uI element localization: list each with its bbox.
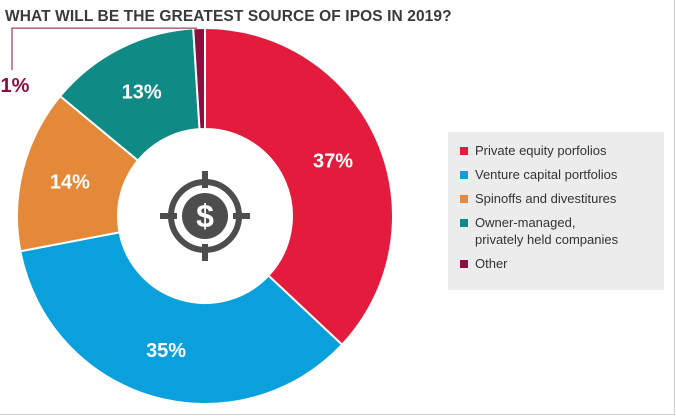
slice-spinoffs xyxy=(16,94,140,253)
slice-label-other: 1% xyxy=(1,75,30,97)
legend: Private equity porfolios Venture capital … xyxy=(448,132,664,290)
legend-label: Spinoffs and divestitures xyxy=(475,191,617,206)
leader-line-other xyxy=(11,27,198,71)
chart-title: WHAT WILL BE THE GREATEST SOURCE OF IPOS… xyxy=(5,8,452,25)
legend-item-spinoffs: Spinoffs and divestitures xyxy=(460,190,664,207)
legend-label: Other xyxy=(475,256,508,271)
legend-label: Venture capital portfolios xyxy=(475,167,618,182)
svg-text:$: $ xyxy=(196,198,214,234)
slice-label-private-equity: 37% xyxy=(313,151,353,173)
legend-label: Private equity porfolios xyxy=(475,143,607,158)
slice-label-spinoffs: 14% xyxy=(50,171,90,193)
legend-swatch xyxy=(460,195,468,203)
slice-venture-capital xyxy=(19,231,344,405)
slice-label-venture-capital: 35% xyxy=(146,340,186,362)
slice-private-equity xyxy=(204,26,394,347)
legend-swatch xyxy=(460,147,468,155)
legend-item-venture-capital: Venture capital portfolios xyxy=(460,166,664,183)
legend-item-owner-managed: Owner-managed, privately held companies xyxy=(460,214,664,248)
slice-label-owner-managed: 13% xyxy=(122,82,162,104)
legend-item-other: Other xyxy=(460,255,664,272)
legend-label: Owner-managed, privately held companies xyxy=(475,215,619,247)
slice-other xyxy=(192,26,206,131)
legend-swatch xyxy=(460,171,468,179)
legend-swatch xyxy=(460,260,468,268)
legend-item-private-equity: Private equity porfolios xyxy=(460,142,664,159)
legend-swatch xyxy=(460,219,468,227)
dollar-target-icon: $ xyxy=(160,171,250,261)
